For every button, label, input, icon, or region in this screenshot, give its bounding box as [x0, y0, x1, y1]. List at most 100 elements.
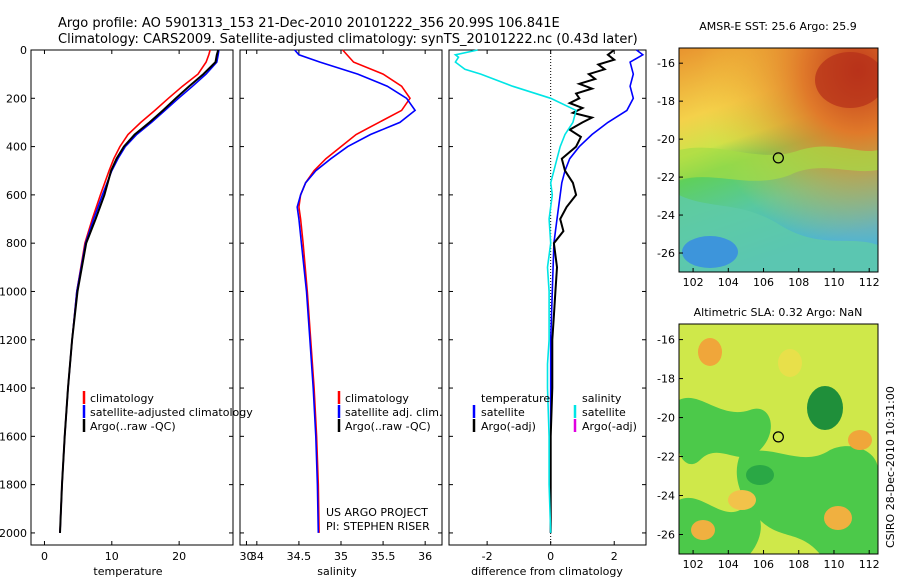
legend-argo: Argo(..raw -QC) [90, 420, 176, 433]
sla-high-1 [698, 338, 722, 366]
salinity-plot: 34 34.5 35 35.5 36 [250, 49, 432, 563]
legend-temperature-title: temperature [481, 392, 550, 405]
x-tick-label: 20 [172, 550, 186, 563]
sla-argo-marker [772, 431, 784, 443]
x-tick-label: 34.5 [287, 550, 312, 563]
legend-temp-satellite: satellite [481, 406, 525, 419]
y-tick-label: 0 [20, 44, 27, 57]
difference-legend: temperature satellite Argo(-adj) salinit… [472, 392, 637, 433]
map-x-tick-label: 104 [718, 558, 739, 571]
legend-sal-satellite: satellite [582, 406, 626, 419]
map-x-tick-label: 102 [683, 558, 704, 571]
y-tick-label: 1400 [0, 382, 27, 395]
legend-climatology: climatology [345, 392, 409, 405]
x-tick-label: 30 [239, 550, 253, 563]
sla-high-3 [728, 490, 756, 510]
map-y-tick-label: -26 [657, 247, 675, 260]
y-tick-label: 1200 [0, 334, 27, 347]
legend-argo: Argo(..raw -QC) [345, 420, 431, 433]
sst-cold-patch [682, 236, 738, 268]
sla-high-2 [848, 430, 872, 450]
x-tick-label: 35.5 [371, 550, 396, 563]
x-tick-label: -2 [482, 550, 493, 563]
map-x-tick-label: 112 [859, 276, 880, 289]
sla-low-1 [679, 397, 771, 465]
sla-map-axes: 102 104 106 108 110 112 -16 -18 -20 -22 -24 -26 [657, 334, 880, 571]
sst-argo-marker [772, 152, 784, 164]
y-tick-label: 1800 [0, 479, 27, 492]
temperature-panel-frame [30, 49, 234, 546]
series-line-temperature-satellite [549, 49, 645, 533]
salinity-legend: climatology satellite adj. clim. Argo(..… [326, 391, 442, 533]
sst-front [679, 146, 878, 181]
map-y-tick-label: -22 [657, 451, 675, 464]
sst-map-frame [678, 47, 879, 273]
map-y-tick-label: -24 [657, 490, 675, 503]
x-tick-label: 2 [611, 550, 618, 563]
sla-map [679, 324, 878, 554]
y-tick-label: 1600 [0, 430, 27, 443]
sst-hot-patch [815, 52, 878, 108]
map-y-tick-label: -18 [657, 373, 675, 386]
y-tick-label: 2000 [0, 527, 27, 540]
map-x-tick-label: 102 [683, 276, 704, 289]
sla-low-3 [679, 497, 761, 554]
sst-map-title: AMSR-E SST: 25.6 Argo: 25.9 [699, 20, 857, 33]
y-tick-label: 400 [6, 141, 27, 154]
legend-satellite: satellite-adjusted climatology [90, 406, 253, 419]
legend-salinity-title: salinity [582, 392, 622, 405]
sla-high-4 [778, 349, 802, 377]
legend-climatology: climatology [90, 392, 154, 405]
depth-axis: 0 200 400 600 800 1000 1200 1400 1600 1800 2000 [0, 44, 646, 540]
map-x-tick-label: 110 [823, 558, 844, 571]
series-line-temperature-argo [549, 49, 617, 533]
series-line-climatology [59, 49, 211, 533]
salinity-axis-label: salinity [317, 565, 357, 578]
x-tick-label: 10 [105, 550, 119, 563]
difference-panel-frame [448, 49, 647, 546]
map-x-tick-label: 112 [859, 558, 880, 571]
map-x-tick-label: 108 [788, 276, 809, 289]
figure-title-line-2: Climatology: CARS2009. Satellite-adjuste… [58, 32, 638, 47]
sla-high-5 [824, 506, 852, 530]
map-x-tick-label: 106 [753, 558, 774, 571]
map-y-tick-label: -24 [657, 209, 675, 222]
csiro-timestamp: CSIRO 28-Dec-2010 10:31:00 [884, 386, 897, 548]
sla-high-6 [691, 520, 715, 540]
map-x-tick-label: 108 [788, 558, 809, 571]
sla-low-core-2 [746, 465, 774, 485]
series-line-satellite [294, 49, 417, 533]
map-y-tick-label: -22 [657, 171, 675, 184]
figure-title-line-1: Argo profile: AO 5901313_153 21-Dec-2010… [58, 16, 560, 31]
y-tick-label: 1000 [0, 285, 27, 298]
map-x-tick-label: 104 [718, 276, 739, 289]
temperature-legend: climatology satellite-adjusted climatolo… [82, 391, 253, 433]
series-line-argo [59, 49, 220, 533]
temperature-axis-label: temperature [93, 565, 162, 578]
legend-temp-argo: Argo(-adj) [481, 420, 536, 433]
map-x-tick-label: 110 [823, 276, 844, 289]
sst-map [679, 48, 878, 272]
project-annotation: US ARGO PROJECT [326, 506, 428, 519]
sla-map-frame [678, 323, 879, 555]
x-tick-label: 0 [547, 550, 554, 563]
map-y-tick-label: -26 [657, 529, 675, 542]
legend-sal-argo: Argo(-adj) [582, 420, 637, 433]
temperature-plot: 0 10 20 30 [41, 49, 253, 563]
map-y-tick-label: -16 [657, 57, 675, 70]
x-tick-label: 0 [41, 550, 48, 563]
x-tick-label: 35 [334, 550, 348, 563]
map-y-tick-label: -20 [657, 412, 675, 425]
series-line-climatology [298, 49, 411, 533]
y-tick-label: 200 [6, 92, 27, 105]
difference-plot: -2 0 2 [453, 49, 645, 563]
pi-annotation: PI: STEPHEN RISER [326, 520, 430, 533]
x-tick-label: 36 [418, 550, 432, 563]
y-tick-label: 800 [6, 237, 27, 250]
sla-map-title: Altimetric SLA: 0.32 Argo: NaN [694, 306, 863, 319]
y-tick-label: 600 [6, 189, 27, 202]
map-y-tick-label: -18 [657, 95, 675, 108]
map-y-tick-label: -16 [657, 334, 675, 347]
series-line-satellite [59, 49, 220, 533]
